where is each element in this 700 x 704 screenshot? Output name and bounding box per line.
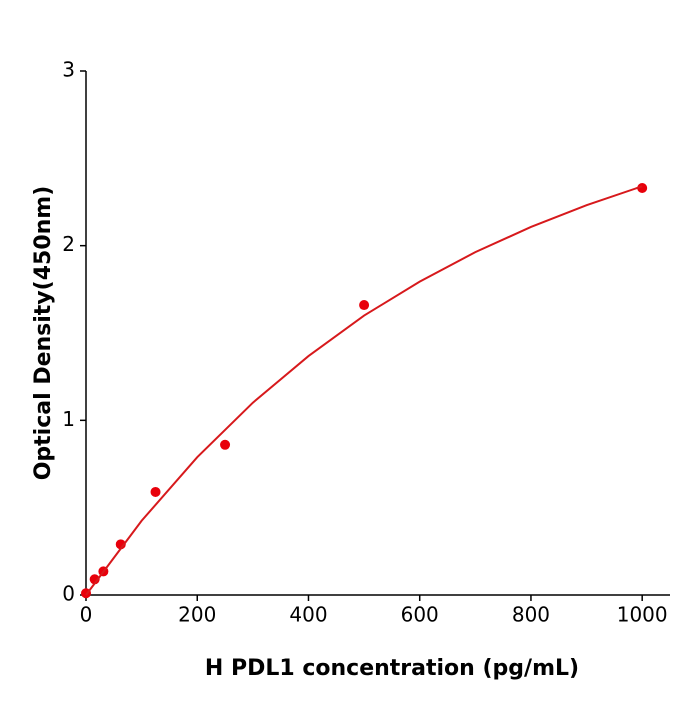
- data-point: [220, 439, 231, 450]
- data-point: [359, 300, 370, 311]
- data-point: [150, 486, 161, 497]
- fit-curve: [85, 185, 643, 596]
- data-point: [637, 183, 648, 194]
- y-tick-label: 2: [62, 232, 75, 256]
- y-axis-title: Optical Density(450nm): [31, 186, 56, 481]
- y-tick-label: 0: [62, 582, 75, 606]
- x-tick-label: 600: [401, 603, 439, 627]
- data-point: [89, 574, 100, 585]
- x-tick-label: 200: [178, 603, 216, 627]
- x-tick-label: 800: [512, 603, 550, 627]
- x-tick-label: 0: [80, 603, 93, 627]
- x-tick-label: 1000: [617, 603, 668, 627]
- y-tick-label: 3: [62, 58, 75, 82]
- x-tick-label: 400: [289, 603, 327, 627]
- y-tick-label: 1: [62, 407, 75, 431]
- x-axis-title: H PDL1 concentration (pg/mL): [205, 656, 579, 681]
